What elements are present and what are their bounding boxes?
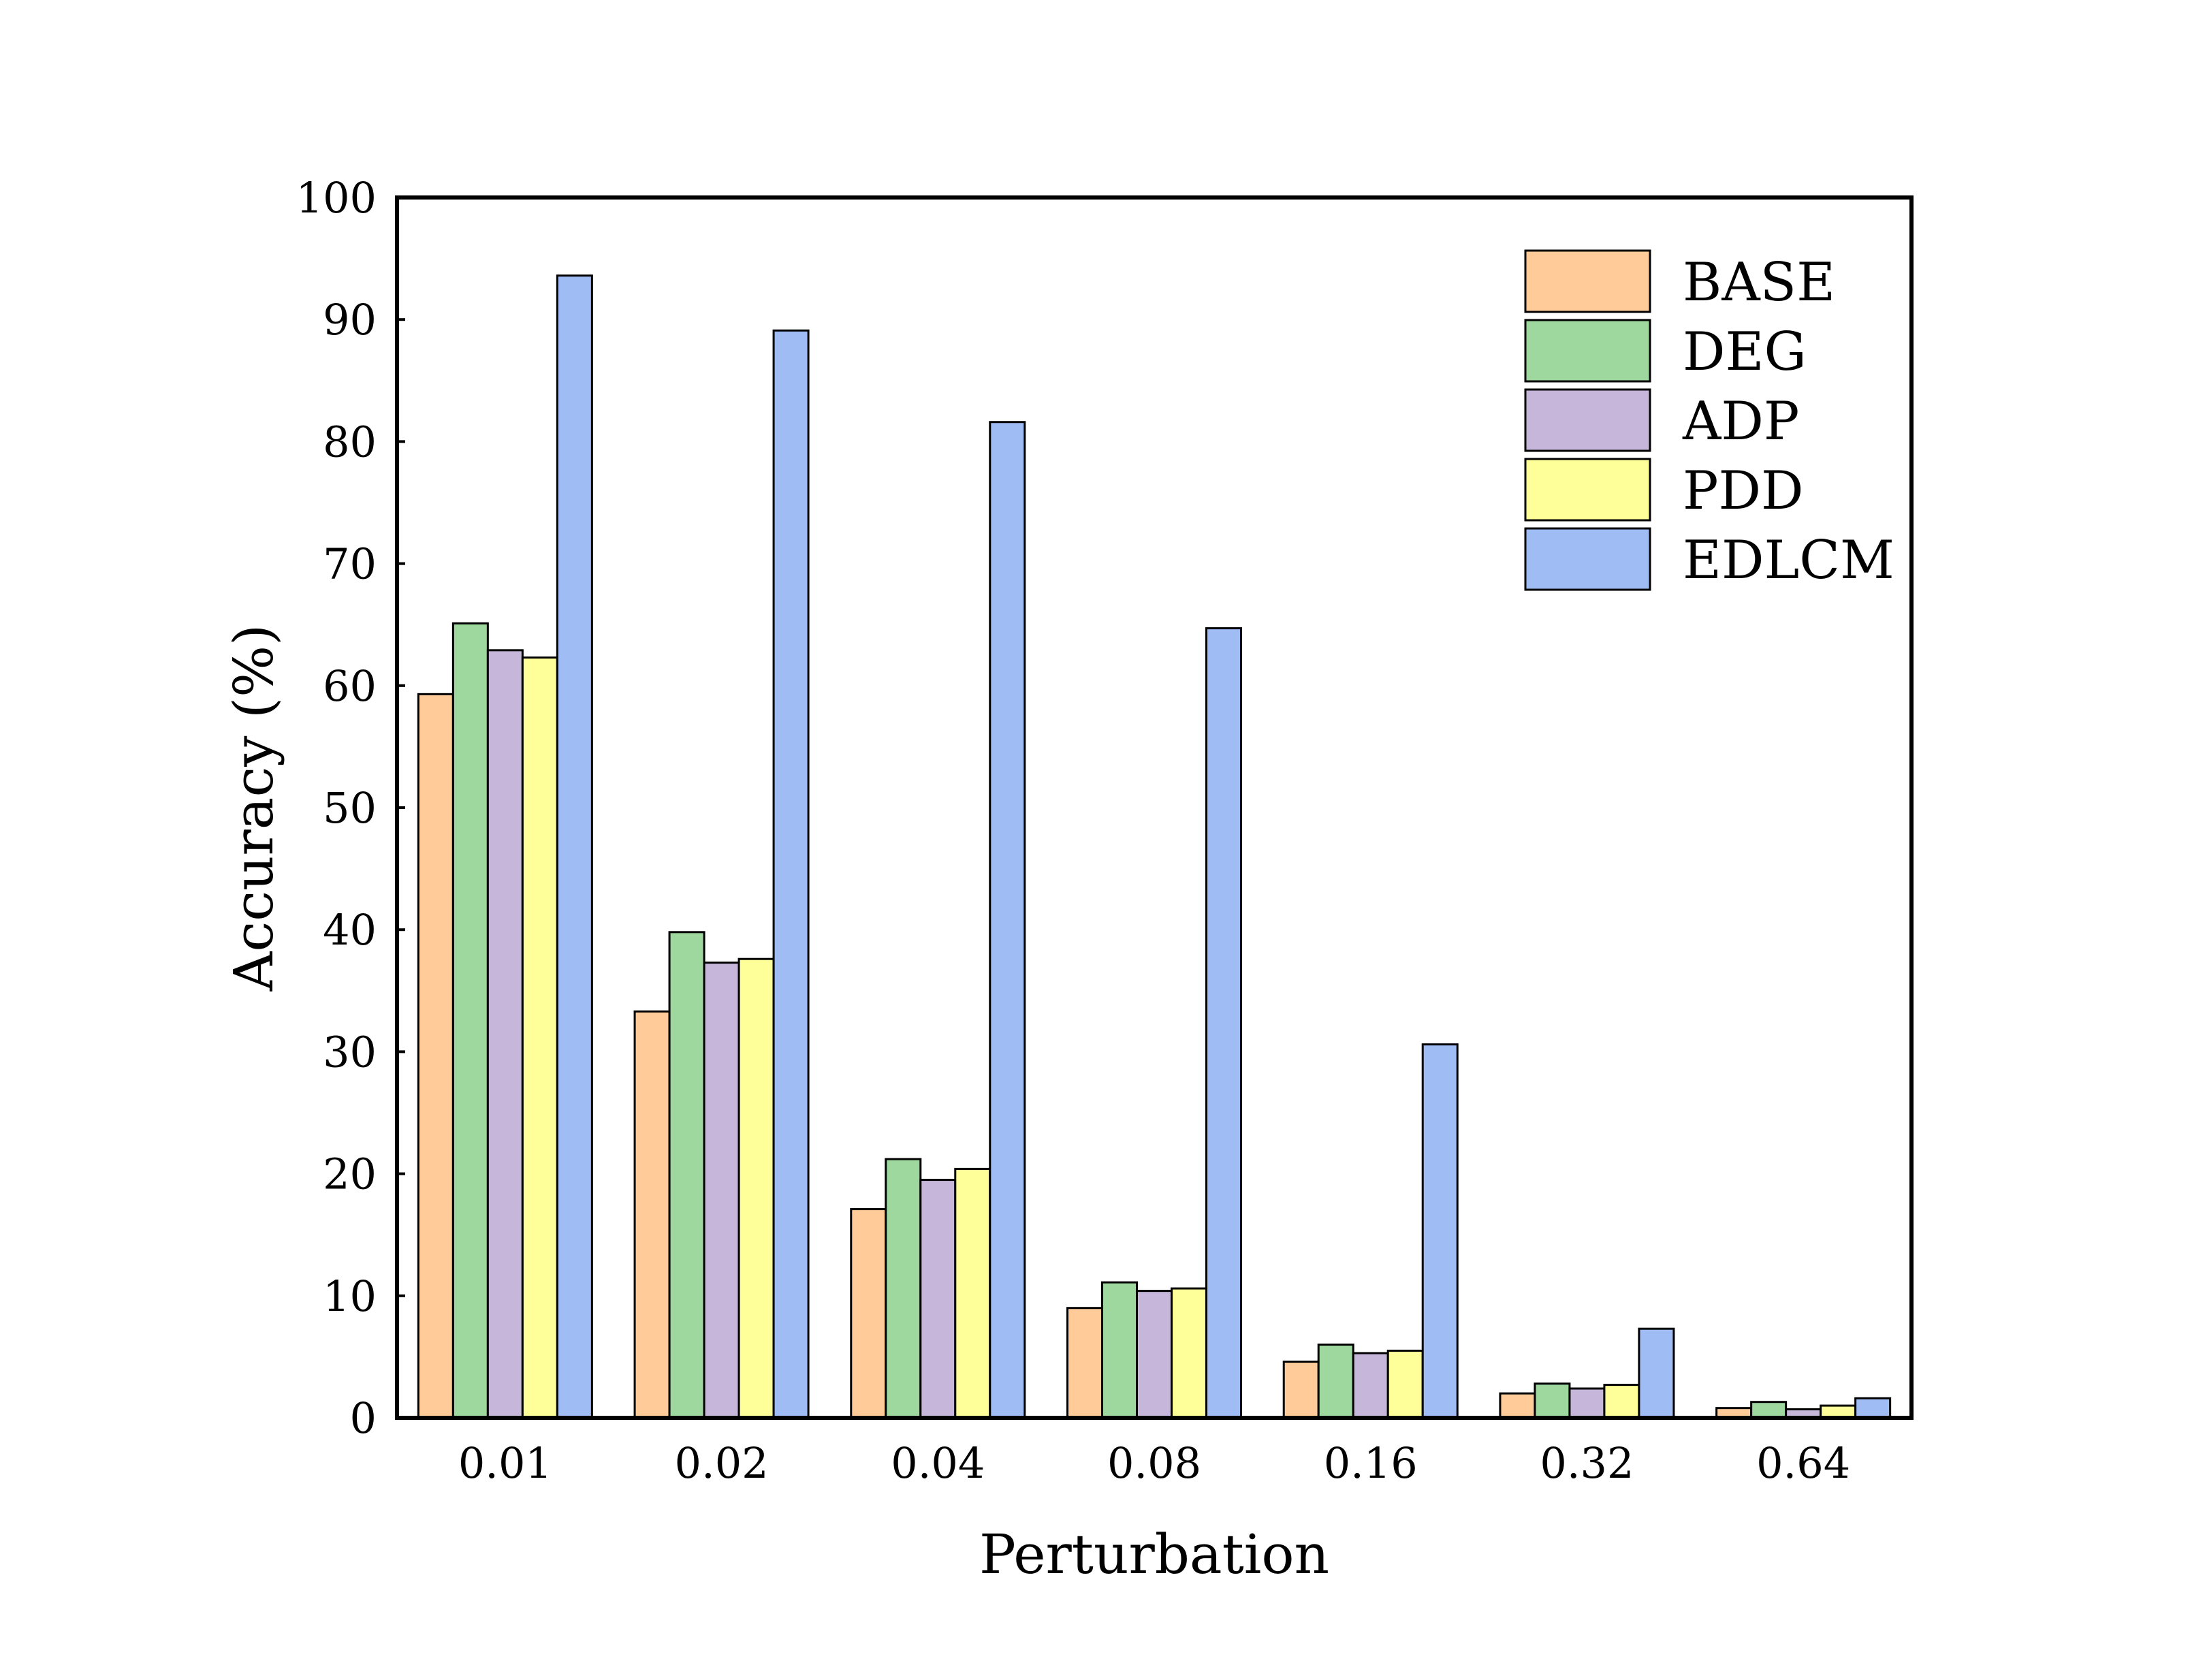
- bar-pdd-0.32: [1603, 1384, 1640, 1419]
- bar-base-0.01: [417, 693, 454, 1419]
- y-tick-label: 40: [323, 905, 377, 955]
- bar-edlcm-0.16: [1421, 1043, 1459, 1419]
- bar-pdd-0.08: [1171, 1287, 1207, 1419]
- y-tick-label: 20: [323, 1150, 377, 1199]
- y-tick-label: 0: [350, 1393, 377, 1443]
- x-axis-ticks: 0.01 0.02 0.04 0.08 0.16 0.32 0.64: [458, 1438, 1850, 1488]
- bar-pdd-0.02: [737, 957, 775, 1419]
- bar-deg-0.02: [668, 931, 705, 1419]
- y-tick-label: 10: [323, 1271, 377, 1321]
- bar-adp-0.32: [1568, 1387, 1606, 1419]
- legend-label-adp: ADP: [1682, 391, 1799, 452]
- bar-base-0.32: [1499, 1392, 1536, 1419]
- x-tick-label: 0.64: [1756, 1438, 1850, 1488]
- x-tick-label: 0.32: [1540, 1438, 1634, 1488]
- legend-label-pdd: PDD: [1683, 460, 1804, 522]
- bar-adp-0.08: [1136, 1290, 1173, 1419]
- x-tick-label: 0.02: [675, 1438, 769, 1488]
- legend-swatch-pdd: [1524, 458, 1651, 522]
- plot-frame: [395, 195, 1914, 1420]
- legend-label-edlcm: EDLCM: [1683, 530, 1894, 591]
- bar-adp-0.01: [486, 649, 524, 1419]
- bar-pdd-0.16: [1386, 1349, 1424, 1419]
- bar-deg-0.01: [451, 622, 489, 1419]
- x-tick-label: 0.01: [458, 1438, 552, 1488]
- legend-swatch-deg: [1524, 319, 1651, 383]
- bar-base-0.16: [1282, 1361, 1320, 1419]
- bar-adp-0.02: [703, 962, 740, 1419]
- bar-group: [417, 274, 1892, 1419]
- legend-label-base: BASE: [1683, 252, 1835, 313]
- y-tick-label: 100: [296, 173, 377, 223]
- bar-edlcm-0.32: [1638, 1327, 1675, 1419]
- y-tick-label: 30: [323, 1027, 377, 1077]
- legend-swatch-adp: [1524, 388, 1651, 452]
- y-axis-ticks: 0 10 20 30 40 50 60 70 80 90 100: [296, 173, 405, 1443]
- bar-base-0.02: [633, 1010, 671, 1419]
- bar-deg-0.04: [885, 1158, 922, 1419]
- bar-pdd-0.04: [954, 1167, 991, 1419]
- bar-deg-0.16: [1317, 1343, 1354, 1419]
- bar-adp-0.16: [1352, 1352, 1389, 1419]
- x-tick-label: 0.16: [1324, 1438, 1418, 1488]
- bar-edlcm-0.64: [1854, 1397, 1892, 1419]
- bar-edlcm-0.04: [989, 421, 1026, 1419]
- legend: BASE DEG ADP PDD EDLCM: [1524, 249, 1894, 591]
- y-tick-label: 80: [323, 417, 377, 466]
- x-tick-label: 0.08: [1107, 1438, 1201, 1488]
- bar-base-0.04: [850, 1208, 887, 1419]
- bar-edlcm-0.02: [772, 329, 810, 1419]
- x-axis-title: Perturbation: [979, 1523, 1329, 1586]
- y-tick-label: 90: [323, 295, 377, 345]
- bar-deg-0.08: [1101, 1281, 1138, 1419]
- bar-edlcm-0.01: [556, 274, 593, 1419]
- legend-swatch-base: [1524, 249, 1651, 313]
- bar-adp-0.04: [919, 1179, 957, 1419]
- x-tick-label: 0.04: [891, 1438, 985, 1488]
- y-tick-label: 70: [323, 539, 377, 589]
- bar-deg-0.32: [1534, 1382, 1571, 1419]
- legend-label-deg: DEG: [1683, 321, 1807, 383]
- bar-pdd-0.01: [521, 656, 558, 1419]
- legend-swatch-edlcm: [1524, 527, 1651, 591]
- bar-deg-0.64: [1750, 1401, 1788, 1419]
- y-axis-title: Accuracy (%): [222, 624, 285, 992]
- y-tick-label: 50: [323, 783, 377, 833]
- bar-edlcm-0.08: [1205, 627, 1242, 1419]
- y-tick-label: 60: [323, 661, 377, 711]
- bar-base-0.08: [1066, 1307, 1103, 1419]
